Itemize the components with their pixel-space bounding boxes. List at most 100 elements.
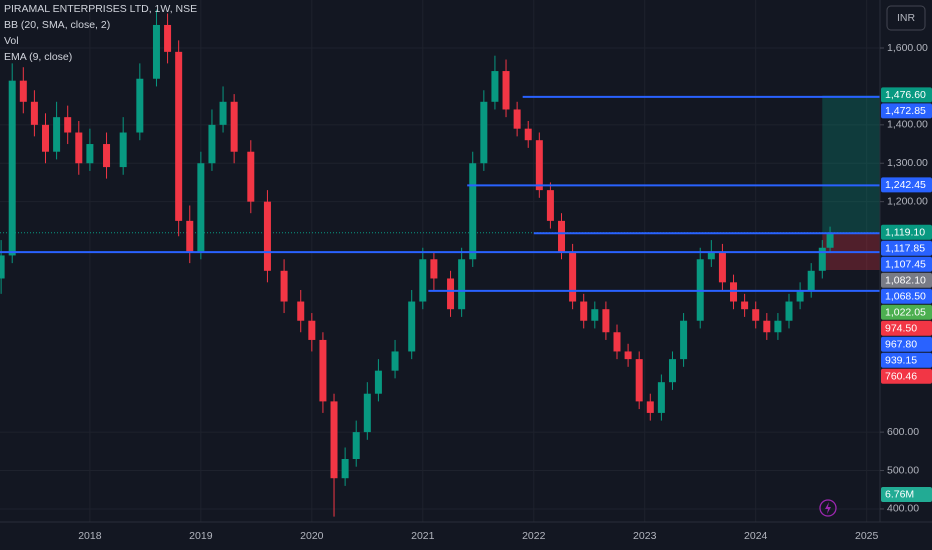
y-tick-label: 1,400.00 — [887, 119, 928, 131]
price-tag — [881, 320, 932, 336]
price-tag-label: 1,082.10 — [885, 275, 926, 287]
candle-body — [297, 301, 305, 321]
price-tag — [881, 288, 932, 304]
price-tag — [881, 103, 932, 119]
axes: 1,600.00 1,400.00 1,300.00 1,200.00 600.00 50… — [78, 42, 928, 542]
candle-body — [419, 259, 427, 302]
candle-body — [308, 320, 316, 340]
price-tag-label: 967.80 — [885, 339, 917, 351]
candle-body — [263, 201, 271, 271]
candle-body — [546, 190, 554, 221]
x-tick-label: 2019 — [189, 530, 213, 542]
candle-body — [469, 163, 477, 260]
candle-body — [524, 128, 532, 141]
currency-button[interactable] — [886, 5, 926, 31]
price-tag-label: 760.46 — [885, 371, 917, 383]
candle-body — [8, 80, 16, 256]
candle-body — [624, 351, 632, 360]
price-tag — [881, 224, 932, 240]
candle-body — [103, 144, 111, 168]
candle-body — [707, 251, 715, 260]
candle-body — [480, 101, 488, 164]
candle-body — [0, 255, 5, 279]
candle-body — [247, 151, 255, 202]
candle-body — [341, 459, 349, 479]
price-tag-label: 1,476.60 — [885, 89, 926, 101]
price-tag — [881, 240, 932, 256]
candle-body — [752, 309, 760, 321]
price-tag — [881, 336, 932, 352]
y-tick-label: 1,300.00 — [887, 157, 928, 169]
price-tag — [881, 368, 932, 384]
candle-body — [363, 393, 371, 433]
candle-body — [796, 290, 804, 302]
y-tick-label: 1,600.00 — [887, 42, 928, 54]
candle-body — [657, 382, 665, 413]
candle-body — [774, 320, 782, 333]
candle-body — [319, 339, 327, 402]
candle-body — [41, 124, 49, 152]
indicator-legend: EMA (9, close) — [4, 51, 72, 63]
candle-body — [513, 109, 521, 129]
x-tick-label: 2024 — [744, 530, 768, 542]
candle-body — [64, 117, 72, 133]
lightning-icon[interactable] — [819, 499, 837, 517]
candle-body — [186, 220, 194, 252]
price-tag — [881, 177, 932, 193]
candle-body — [668, 359, 676, 383]
volume-tag — [881, 487, 932, 502]
price-tags: 1,476.60 1,472.85 1,242.45 1,119.10 1,117.85… — [881, 87, 932, 502]
x-tick-label: 2018 — [78, 530, 102, 542]
x-tick-label: 2025 — [855, 530, 879, 542]
candle-body — [197, 163, 205, 252]
volume-tag-label: 6.76M — [885, 488, 914, 500]
x-tick-label: 2022 — [522, 530, 546, 542]
price-tag — [881, 352, 932, 368]
candles — [0, 9, 834, 517]
candle-body — [152, 24, 160, 79]
price-tag-label: 1,107.45 — [885, 259, 926, 271]
candle-body — [352, 432, 360, 460]
candle-body — [591, 309, 599, 321]
price-tag-label: 939.15 — [885, 355, 917, 367]
candle-body — [30, 101, 38, 125]
y-tick-label: 400.00 — [887, 503, 919, 515]
candle-body — [646, 401, 654, 413]
candle-body — [635, 359, 643, 402]
candle-body — [408, 301, 416, 352]
candle-body — [535, 140, 543, 191]
candle-body — [502, 71, 510, 110]
candle-body — [447, 278, 455, 310]
candle-body — [136, 78, 144, 133]
lightning-bolt[interactable] — [825, 502, 831, 514]
currency-label[interactable]: INR — [897, 12, 916, 24]
price-tag-label: 1,472.85 — [885, 105, 926, 117]
target-zone — [822, 95, 880, 233]
price-tag-label: 1,117.85 — [885, 243, 925, 255]
candle-body — [680, 320, 688, 360]
lightning-circle[interactable] — [819, 499, 837, 517]
candle-body — [602, 309, 610, 333]
price-tag-label: 974.50 — [885, 323, 917, 335]
candle-body — [458, 259, 466, 310]
x-tick-label: 2023 — [633, 530, 657, 542]
price-tag-label: 1,242.45 — [885, 179, 926, 191]
candle-body — [430, 259, 438, 279]
price-tag-label: 1,068.50 — [885, 291, 926, 303]
candle-body — [763, 320, 771, 333]
candle-body — [208, 124, 216, 164]
candle-body — [569, 251, 577, 302]
candle-body — [19, 80, 27, 102]
candle-body — [718, 251, 726, 283]
price-tag — [881, 304, 932, 320]
candle-body — [374, 370, 382, 394]
indicator-legend: Vol — [4, 35, 19, 47]
candle-body — [86, 144, 94, 164]
indicator-legend: BB (20, SMA, close, 2) — [4, 19, 110, 31]
candle-body — [164, 24, 172, 52]
candle-body — [580, 301, 588, 321]
price-tag-label: 1,022.05 — [885, 307, 926, 319]
